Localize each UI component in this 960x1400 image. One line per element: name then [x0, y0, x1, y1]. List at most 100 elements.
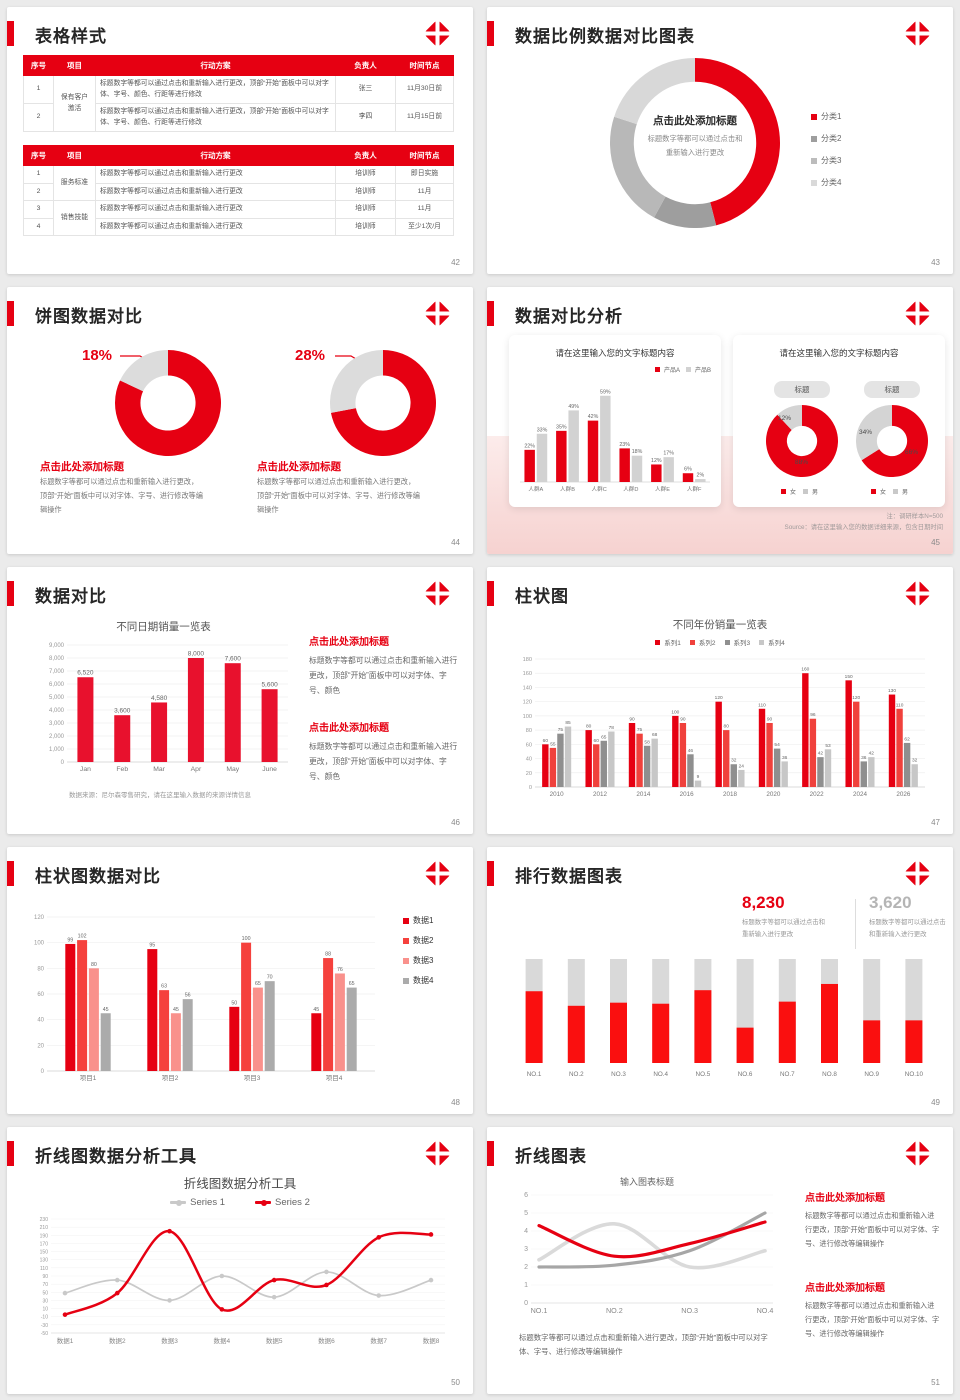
block-title: 点击此处添加标题	[805, 1283, 885, 1294]
svg-text:180: 180	[523, 657, 532, 663]
svg-text:2,000: 2,000	[49, 734, 65, 740]
svg-text:NO.7: NO.7	[780, 1071, 795, 1078]
svg-text:80: 80	[724, 724, 730, 730]
svg-text:45: 45	[103, 1007, 109, 1013]
chart-title: 不同日期销量一览表	[116, 621, 211, 633]
svg-text:33%: 33%	[537, 427, 548, 433]
slide-title: 数据对比	[35, 587, 107, 606]
title-accent-bar	[7, 301, 14, 326]
svg-text:2: 2	[524, 1264, 528, 1271]
svg-text:40: 40	[37, 1018, 44, 1024]
svg-text:4: 4	[524, 1228, 528, 1235]
legend-swatch	[811, 179, 817, 186]
page-number: 44	[451, 538, 460, 547]
svg-text:140: 140	[523, 685, 532, 691]
text-block-2: 点击此处添加标题 标题数字等都可以通过点击和重新输入进行更改，顶部“开始”面板中…	[805, 1279, 941, 1341]
slide-45-thumbnail[interactable]: 数据对比分析 请在这里输入您的文字标题内容 产品A 产品B 22% 35% 42% 2…	[487, 287, 953, 554]
svg-text:20: 20	[526, 771, 532, 777]
svg-text:59%: 59%	[600, 389, 611, 395]
big-stat-gray: 3,620 标题数字等都可以通过点击和重新输入进行更改	[869, 893, 946, 939]
svg-text:42: 42	[869, 751, 875, 757]
hospital-cross-logo	[422, 858, 453, 889]
svg-text:项目3: 项目3	[244, 1074, 261, 1082]
svg-text:68: 68	[652, 732, 658, 738]
text-block-1: 点击此处添加标题 标题数字等都可以通过点击和重新输入进行更改，顶部“开始”面板中…	[805, 1189, 941, 1251]
text-block-2: 点击此处添加标题 标题数字等都可以通过点击和重新输入进行更改，顶部“开始”面板中…	[309, 719, 461, 785]
legend-swatch	[811, 135, 817, 142]
svg-text:49%: 49%	[568, 404, 579, 410]
page-number: 50	[451, 1378, 460, 1387]
badge-label: 标题	[774, 381, 830, 398]
svg-text:75: 75	[637, 727, 643, 733]
svg-text:0: 0	[529, 785, 532, 791]
hospital-cross-logo	[902, 18, 933, 49]
svg-text:数据2: 数据2	[109, 1336, 126, 1345]
svg-text:60: 60	[543, 738, 549, 744]
svg-text:45: 45	[173, 1007, 179, 1013]
svg-text:June: June	[262, 766, 277, 773]
slide-44-thumbnail[interactable]: 饼图数据对比 18% 点击此处添加标题 标题数字等都可以通过点击和重新输入进行更…	[7, 287, 473, 554]
svg-text:80: 80	[526, 728, 532, 734]
slide-46-thumbnail[interactable]: 数据对比 不同日期销量一览表 0 1,000 2,000 3,000 4,000 5,00…	[7, 567, 473, 834]
svg-text:1: 1	[524, 1282, 528, 1289]
hospital-cross-logo	[422, 578, 453, 609]
chart-legend: Series 1 Series 2	[7, 1197, 473, 1208]
slide-title: 数据对比分析	[515, 307, 623, 326]
slide-title: 排行数据图表	[515, 867, 623, 886]
svg-text:70: 70	[42, 1282, 48, 1288]
title-accent-bar	[487, 581, 494, 606]
page-number: 49	[931, 1098, 940, 1107]
svg-text:7,000: 7,000	[49, 669, 65, 675]
svg-text:32: 32	[912, 758, 918, 764]
slide-50-thumbnail[interactable]: 折线图数据分析工具 折线图数据分析工具 Series 1 Series 2 -5…	[7, 1127, 473, 1394]
svg-text:80: 80	[91, 962, 97, 968]
svg-text:40: 40	[526, 757, 532, 763]
slide-47-thumbnail[interactable]: 柱状图 不同年份销量一览表 系列1 系列2 系列3 系列4 0 20 40 60 80 1…	[487, 567, 953, 834]
donut-label: 88%	[795, 459, 809, 466]
svg-text:9: 9	[697, 774, 700, 780]
block-body-left: 标题数字等都可以通过点击和重新输入进行更改，顶部“开始”面板中可以对字体、字号、…	[40, 477, 203, 515]
svg-text:65: 65	[255, 981, 261, 987]
svg-text:1,000: 1,000	[49, 747, 65, 753]
text-block-1: 点击此处添加标题 标题数字等都可以通过点击和重新输入进行更改，顶部“开始”面板中…	[309, 633, 461, 699]
svg-text:0: 0	[524, 1300, 528, 1307]
svg-text:项目2: 项目2	[162, 1074, 179, 1082]
svg-text:NO.5: NO.5	[696, 1071, 711, 1078]
svg-text:9,000: 9,000	[49, 643, 65, 649]
donut-label: 66%	[905, 449, 919, 456]
svg-text:2012: 2012	[593, 791, 608, 798]
slide-43-thumbnail[interactable]: 数据比例数据对比图表 点击此处添加标题 标题数字等都可以通过点击和 重新输入进行…	[487, 7, 953, 274]
hospital-cross-logo	[422, 298, 453, 329]
card-legend: 产品A 产品B	[654, 365, 711, 374]
svg-text:60: 60	[37, 992, 44, 998]
slide-42-thumbnail[interactable]: 表格样式 序号 项目 行动方案 负责人 时间节点 1 保有客户激活 标题数字等都可以通过点击和…	[7, 7, 473, 274]
sales-bar-chart: 0 1,000 2,000 3,000 4,000 5,000 6,000 7,000 8,00…	[31, 637, 296, 782]
svg-text:5,600: 5,600	[261, 682, 278, 689]
svg-text:36: 36	[861, 755, 867, 761]
data-source-footnote: 数据来源：尼尔森零售研究，请在这里输入数据的来源详情信息	[69, 792, 251, 799]
title-accent-bar	[7, 861, 14, 886]
svg-text:22%: 22%	[524, 443, 535, 449]
title-accent-bar	[487, 1141, 494, 1166]
hospital-cross-logo	[422, 1138, 453, 1169]
slide-48-thumbnail[interactable]: 柱状图数据对比 0 20 40 60 80 100 120 99 95 50 45 102 63 100 8…	[7, 847, 473, 1114]
svg-text:数据1: 数据1	[57, 1336, 74, 1345]
svg-text:120: 120	[715, 695, 723, 701]
svg-text:230: 230	[40, 1217, 49, 1223]
slide-title: 柱状图	[515, 587, 569, 606]
svg-text:人群A: 人群A	[528, 485, 543, 493]
slide-51-thumbnail[interactable]: 折线图表 输入图表标题 0 1 2 3 4 5 6 NO.1 NO.2 NO.3 NO.4 标题数字…	[487, 1127, 953, 1394]
svg-text:110: 110	[40, 1266, 48, 1272]
title-accent-bar	[487, 21, 494, 46]
source-note: Source：请在这里输入您的数据详细来源，包含日期时间	[784, 524, 943, 531]
svg-text:数据8: 数据8	[423, 1336, 440, 1345]
slide-49-thumbnail[interactable]: 排行数据图表 8,230 标题数字等都可以通过点击和重新输入进行更改 3,620…	[487, 847, 953, 1114]
svg-text:数据5: 数据5	[266, 1336, 283, 1345]
svg-text:24: 24	[739, 763, 745, 769]
svg-text:20: 20	[37, 1043, 44, 1049]
title-accent-bar	[487, 861, 494, 886]
svg-text:170: 170	[40, 1241, 49, 1247]
slide-title: 表格样式	[35, 27, 107, 46]
svg-text:80: 80	[37, 966, 44, 972]
